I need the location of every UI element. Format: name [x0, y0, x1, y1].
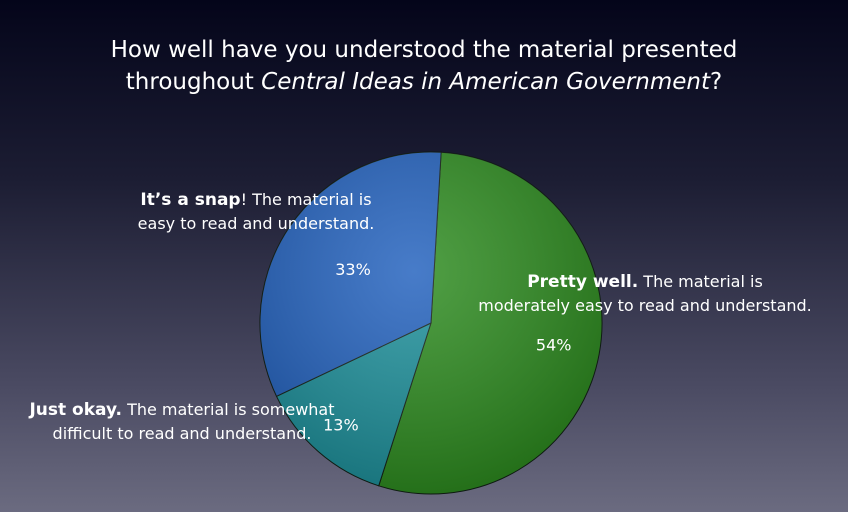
chart-title: How well have you understood the materia… — [0, 34, 848, 98]
snap-label-rest: ! The material is — [240, 190, 372, 209]
chart-title-prefix: throughout — [125, 69, 262, 95]
snap-label-line1: It’s a snap! The material is — [112, 188, 400, 212]
just-okay-percent: 13% — [323, 415, 359, 434]
pretty-well-percent: 54% — [536, 335, 572, 354]
chart-title-line2: throughout Central Ideas in American Gov… — [0, 66, 848, 98]
chart-title-suffix: ? — [710, 69, 723, 95]
okay-label-bold: Just okay. — [29, 400, 122, 420]
snap-slice-label: It’s a snap! The material is easy to rea… — [112, 188, 400, 236]
okay-label-rest: The material is somewhat — [121, 400, 335, 419]
okay-label-line1: Just okay. The material is somewhat — [12, 398, 352, 422]
okay-label-line2: difficult to read and understand. — [52, 424, 312, 443]
pie-shading — [260, 152, 602, 494]
pretty-label-line1: Pretty well. The material is — [452, 270, 838, 294]
chart-title-italic: Central Ideas in American Government — [261, 69, 710, 95]
snap-label-line2: easy to read and understand. — [137, 214, 375, 233]
pretty-label-rest: The material is — [638, 272, 763, 291]
chart-title-line1: How well have you understood the materia… — [110, 37, 738, 63]
pretty-label-line2: moderately easy to read and understand. — [478, 296, 812, 315]
pretty-slice-label: Pretty well. The material is moderately … — [452, 270, 838, 318]
snap-percent: 33% — [335, 260, 371, 279]
pretty-label-bold: Pretty well. — [527, 272, 639, 292]
okay-slice-label: Just okay. The material is somewhat diff… — [12, 398, 352, 446]
snap-label-bold: It’s a snap — [140, 190, 241, 210]
